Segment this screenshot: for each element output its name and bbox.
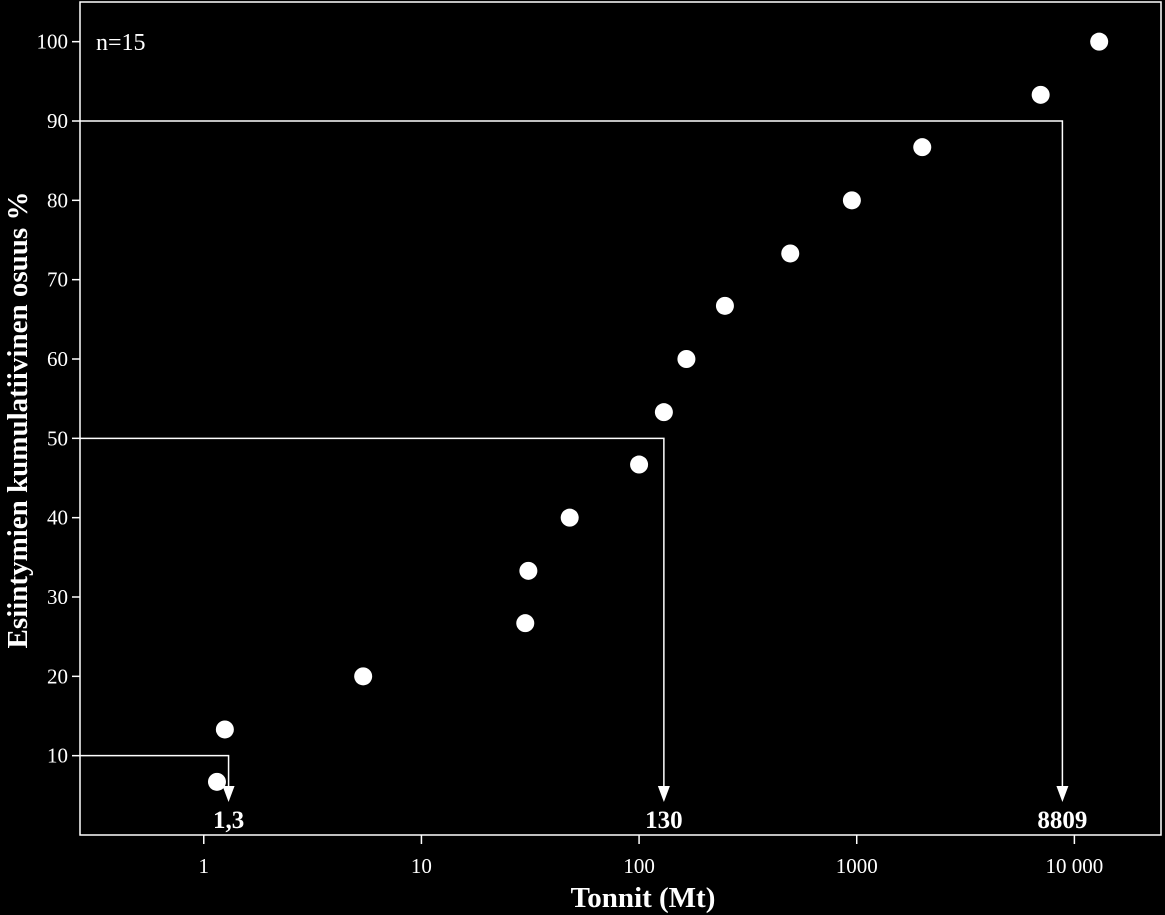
data-point (516, 614, 535, 633)
data-point (715, 296, 734, 315)
reference-label: 8809 (1037, 807, 1087, 834)
data-point (207, 772, 226, 791)
n-annotation: n=15 (96, 30, 146, 56)
reference-label: 1,3 (213, 807, 244, 834)
y-tick-label: 10 (47, 744, 68, 768)
reference-line (80, 437, 665, 788)
x-tick-label: 10 (411, 854, 432, 878)
data-point (842, 191, 861, 210)
y-tick-label: 70 (47, 268, 68, 292)
reference-lines: 1,3 130 8809 (80, 120, 1087, 834)
data-point (913, 138, 932, 157)
data-point (654, 403, 673, 422)
data-point (677, 350, 696, 368)
y-tick-label: 80 (47, 188, 68, 212)
data-points (207, 32, 1109, 791)
y-tick-label: 60 (47, 347, 68, 371)
data-point (1090, 32, 1109, 51)
y-tick-label: 90 (47, 109, 68, 133)
y-tick-label: 50 (47, 426, 68, 450)
reference-arrow (222, 786, 235, 802)
data-point (215, 720, 234, 739)
y-tick-label: 30 (47, 585, 68, 609)
data-point (1031, 85, 1050, 104)
plot-frame (79, 1, 1162, 836)
x-tick-label: 10 000 (1046, 854, 1104, 878)
x-tick-label: 100 (623, 854, 655, 878)
reference-line (80, 754, 230, 788)
reference-arrow (657, 786, 670, 802)
y-axis-title: Esiintymien kumulatiivinen osuus % (2, 192, 34, 649)
reference-arrow (1056, 786, 1069, 802)
reference-line (80, 120, 1064, 788)
y-axis-ticks: 10 20 30 40 50 60 70 80 90 100 (37, 30, 80, 768)
y-tick-label: 100 (37, 30, 69, 54)
data-point (781, 244, 800, 263)
reference-label: 130 (645, 807, 683, 834)
data-point (560, 508, 579, 527)
x-axis-title: Tonnit (Mt) (571, 882, 716, 914)
x-tick-label: 1000 (836, 854, 878, 878)
data-point (354, 667, 373, 686)
x-tick-label: 1 (199, 854, 210, 878)
x-axis-ticks: 1 10 100 1000 10 000 (199, 835, 1104, 878)
data-point (630, 455, 649, 474)
y-tick-label: 20 (47, 664, 68, 688)
y-tick-label: 40 (47, 506, 68, 530)
data-point (519, 561, 538, 580)
